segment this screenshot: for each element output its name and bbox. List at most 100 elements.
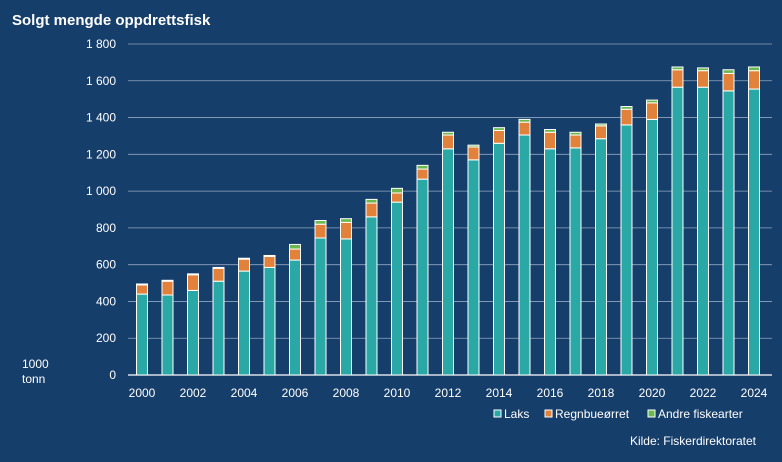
bar-segment-regnbue-rret — [569, 134, 582, 149]
legend-label: Laks — [504, 407, 529, 421]
bar-stack-2000 — [136, 283, 148, 376]
y-axis-unit-number: 1000 — [22, 357, 49, 371]
bar-stack-2009 — [365, 198, 378, 376]
bar-segment-regnbue-rret — [748, 70, 760, 90]
bar-stack-2022 — [697, 67, 709, 376]
bar-segment-laks — [314, 237, 327, 376]
bar-segment-regnbue-rret — [620, 108, 633, 126]
bar-segment-andre-fiskearter — [136, 283, 148, 286]
bar-segment-regnbue-rret — [493, 129, 505, 144]
bar-segment-andre-fiskearter — [748, 66, 760, 72]
bar-segment-laks — [289, 259, 301, 376]
bar-stack-2002 — [187, 273, 199, 376]
x-axis-ticks: 2000 2002 2004 2006 2008 2010 2012 2014 2016 2018… — [129, 386, 768, 400]
bar-segment-laks — [493, 142, 505, 376]
bar-segment-laks — [697, 86, 709, 376]
bar-stack-2024 — [748, 66, 760, 376]
bar-segment-andre-fiskearter — [365, 198, 378, 204]
bar-stack-2020 — [646, 99, 658, 376]
legend-swatch — [493, 409, 502, 418]
bar-segment-laks — [416, 178, 429, 376]
bar-segment-laks — [263, 266, 276, 376]
bar-segment-andre-fiskearter — [518, 118, 531, 123]
x-tick-label: 2008 — [333, 386, 360, 400]
bar-segment-laks — [340, 238, 352, 376]
bar-segment-regnbue-rret — [289, 248, 301, 261]
bar-segment-laks — [646, 118, 658, 376]
x-tick-label: 2000 — [129, 386, 156, 400]
x-tick-label: 2018 — [588, 386, 615, 400]
bar-segment-regnbue-rret — [161, 280, 174, 296]
bar-segment-laks — [620, 124, 633, 376]
bar-segment-andre-fiskearter — [289, 243, 301, 250]
bar-stack-2008 — [340, 218, 352, 376]
legend: Laks Regnbueørret Andre fiskearter — [493, 407, 743, 421]
bar-stack-2004 — [238, 257, 250, 376]
x-tick-label: 2024 — [741, 386, 768, 400]
bar-stack-2003 — [212, 266, 225, 376]
bar-stack-2019 — [620, 106, 633, 376]
legend-label: Andre fiskearter — [658, 407, 743, 421]
bar-segment-regnbue-rret — [442, 134, 454, 150]
bar-segment-andre-fiskearter — [544, 129, 556, 133]
bar-segment-regnbue-rret — [314, 223, 327, 239]
x-tick-label: 2022 — [690, 386, 717, 400]
y-tick-label: 1 800 — [86, 37, 116, 51]
bar-segment-andre-fiskearter — [238, 257, 250, 260]
y-tick-label: 0 — [109, 368, 116, 382]
y-tick-label: 1 200 — [86, 147, 116, 161]
source-note: Kilde: Fiskerdirektoratet — [629, 434, 756, 448]
bar-segment-laks — [136, 293, 148, 376]
legend-swatch — [544, 409, 553, 418]
bar-segment-regnbue-rret — [136, 284, 148, 295]
bar-segment-laks — [391, 201, 403, 376]
bar-segment-andre-fiskearter — [569, 131, 582, 136]
bar-segment-andre-fiskearter — [263, 254, 276, 257]
bar-segment-andre-fiskearter — [314, 220, 327, 225]
x-tick-label: 2012 — [435, 386, 462, 400]
bar-stack-2014 — [493, 127, 505, 376]
bar-stack-2015 — [518, 118, 531, 376]
y-axis-unit-label: 1000 tonn — [22, 357, 49, 387]
bar-segment-laks — [467, 159, 480, 376]
bar-stack-2012 — [442, 131, 454, 376]
bar-segment-laks — [238, 270, 250, 376]
bar-segment-laks — [595, 138, 607, 376]
bar-segment-regnbue-rret — [365, 202, 378, 218]
bar-segment-andre-fiskearter — [161, 279, 174, 282]
bar-segment-laks — [671, 86, 684, 376]
x-tick-label: 2002 — [180, 386, 207, 400]
bar-stack-2023 — [722, 69, 735, 376]
bars — [136, 66, 760, 376]
y-axis-ticks: 0 200 400 600 800 1 000 1 200 1 400 1 600 1 800 — [86, 37, 116, 382]
x-tick-label: 2004 — [231, 386, 258, 400]
bar-segment-regnbue-rret — [238, 258, 250, 272]
x-tick-label: 2020 — [639, 386, 666, 400]
y-tick-label: 1 000 — [86, 184, 116, 198]
y-tick-label: 600 — [96, 258, 116, 272]
x-tick-label: 2014 — [486, 386, 513, 400]
bar-segment-regnbue-rret — [544, 131, 556, 150]
bar-segment-andre-fiskearter — [442, 131, 454, 136]
bar-segment-regnbue-rret — [518, 121, 531, 136]
y-axis-unit-text: tonn — [22, 372, 46, 386]
y-tick-label: 1 400 — [86, 111, 116, 125]
bar-segment-regnbue-rret — [263, 255, 276, 268]
x-tick-label: 2006 — [282, 386, 309, 400]
bar-segment-regnbue-rret — [722, 72, 735, 92]
bar-segment-laks — [569, 147, 582, 376]
y-tick-label: 200 — [96, 331, 116, 345]
y-tick-label: 1 600 — [86, 74, 116, 88]
bar-segment-laks — [544, 148, 556, 376]
chart-title: Solgt mengde oppdrettsfisk — [12, 12, 211, 29]
bar-segment-regnbue-rret — [340, 221, 352, 240]
bar-segment-andre-fiskearter — [697, 67, 709, 72]
x-tick-label: 2016 — [537, 386, 564, 400]
bar-segment-andre-fiskearter — [493, 127, 505, 131]
legend-label: Regnbueørret — [555, 407, 630, 421]
bar-segment-regnbue-rret — [391, 192, 403, 203]
bar-segment-laks — [365, 216, 378, 376]
y-tick-label: 400 — [96, 294, 116, 308]
bar-segment-andre-fiskearter — [671, 66, 684, 71]
bar-segment-regnbue-rret — [416, 168, 429, 180]
